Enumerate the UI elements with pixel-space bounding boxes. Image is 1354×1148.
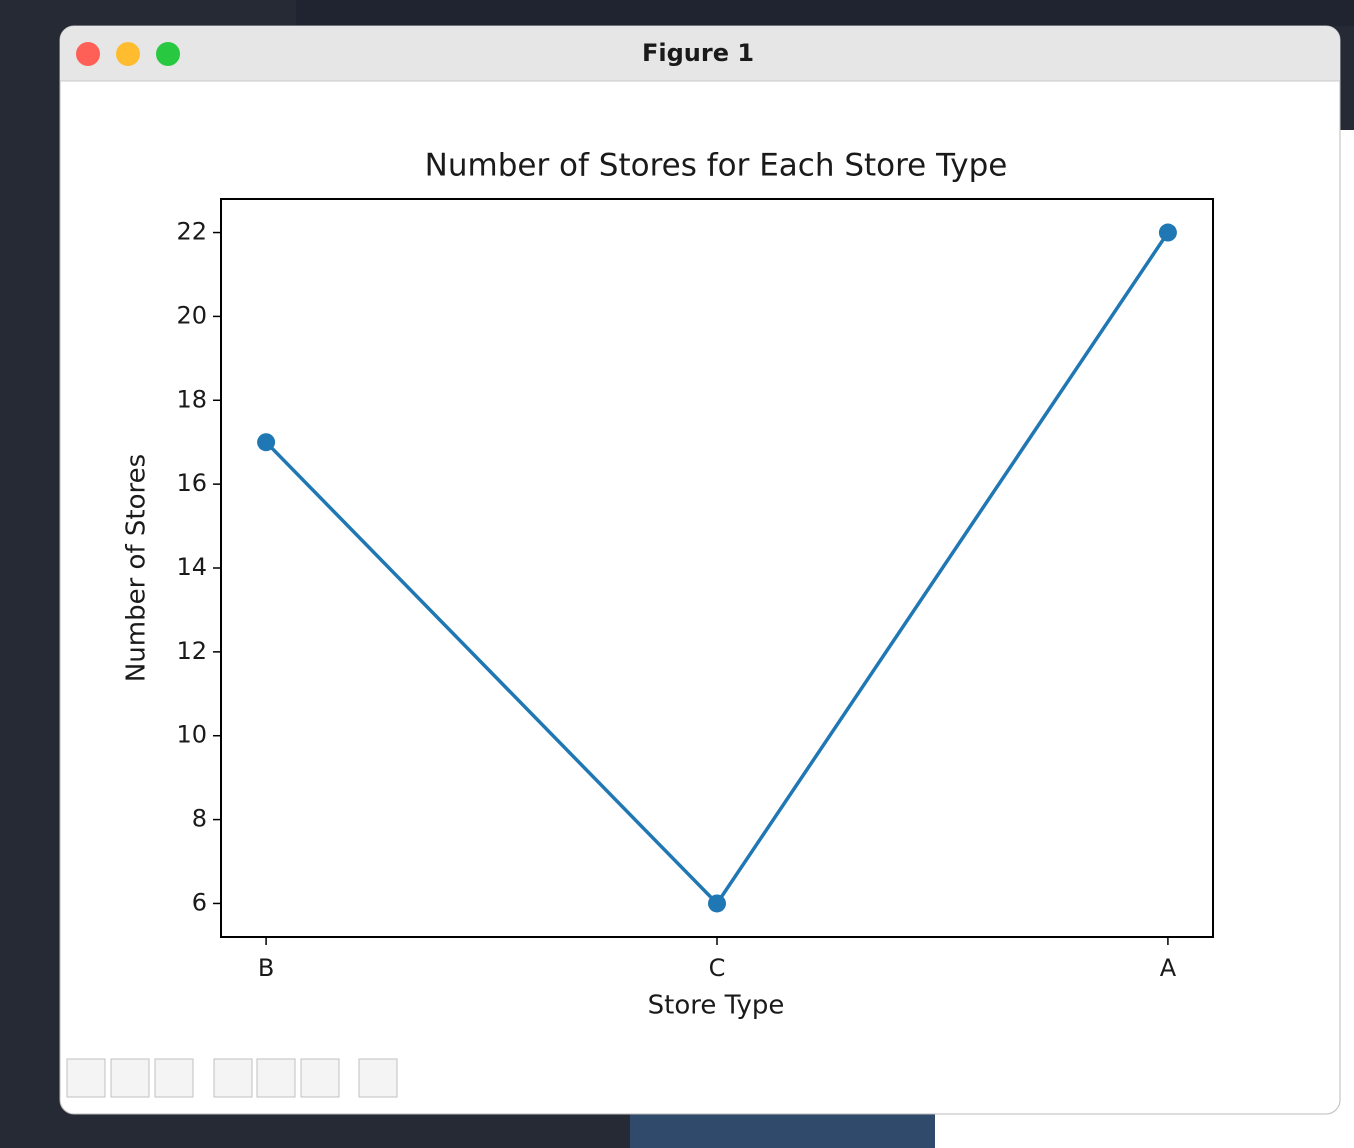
axes-frame [220, 198, 1214, 938]
y-tick-label: 22 [176, 218, 207, 246]
close-button[interactable] [76, 42, 100, 66]
x-tick-label: C [709, 954, 726, 982]
subplots-button[interactable] [300, 1058, 340, 1098]
background-window [296, 0, 1354, 26]
chart-title: Number of Stores for Each Store Type [425, 148, 1008, 184]
x-tick-label: B [258, 954, 274, 982]
y-tick-label: 18 [176, 385, 207, 413]
forward-button[interactable] [154, 1058, 194, 1098]
y-tick-label: 14 [176, 553, 207, 581]
y-axis-label: Number of Stores [122, 454, 152, 682]
y-tick-label: 12 [176, 637, 207, 665]
chart: Number of Stores for Each Store Type Sto… [122, 148, 1214, 1021]
x-axis-label: Store Type [648, 991, 785, 1021]
y-tick-label: 20 [176, 301, 207, 329]
y-tick-label: 8 [192, 805, 207, 833]
home-button[interactable] [66, 1058, 106, 1098]
window [59, 25, 1341, 1115]
zoom-rect-button[interactable] [256, 1058, 296, 1098]
save-button[interactable] [358, 1058, 398, 1098]
title-bar [60, 26, 1340, 81]
y-tick-label: 10 [176, 721, 207, 749]
toolbar [66, 1058, 398, 1098]
marker [257, 433, 276, 452]
marker [708, 894, 726, 913]
y-tick-label: 6 [192, 888, 207, 916]
window-title: Figure 1 [642, 39, 754, 67]
minimize-button[interactable] [116, 42, 140, 66]
back-button[interactable] [110, 1058, 150, 1098]
pan-button[interactable] [213, 1058, 253, 1098]
y-tick-label: 16 [176, 469, 207, 497]
zoom-button[interactable] [156, 42, 180, 66]
marker [1158, 223, 1177, 242]
x-tick-label: A [1160, 954, 1177, 982]
